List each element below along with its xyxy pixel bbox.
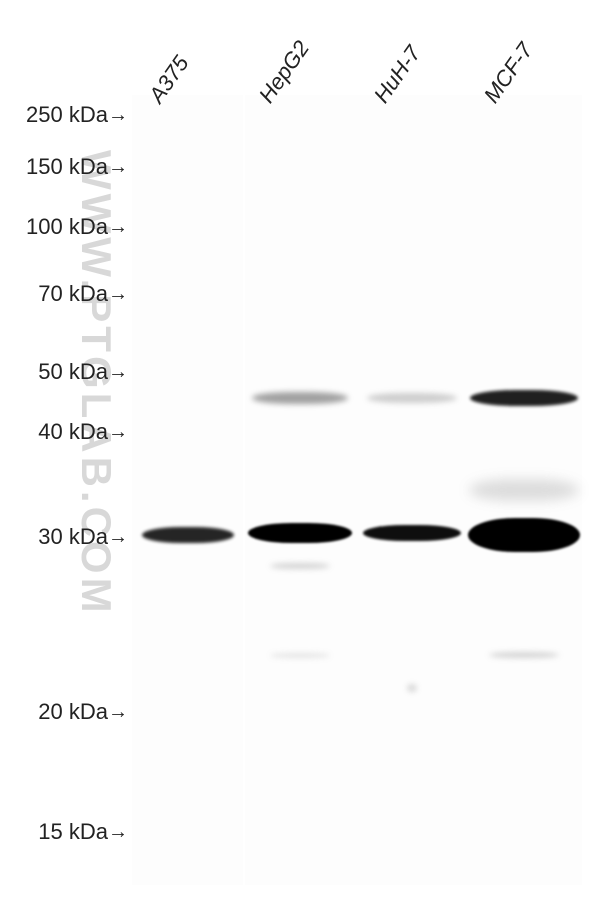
blot-band [252, 392, 348, 404]
mw-marker-label: 20 kDa→ [38, 699, 128, 725]
blot-band [470, 390, 578, 406]
blot-band [489, 652, 559, 658]
mw-marker-label: 70 kDa→ [38, 281, 128, 307]
mw-marker-label: 40 kDa→ [38, 419, 128, 445]
lane-divider [243, 95, 245, 885]
blot-band [407, 684, 417, 692]
blot-band [142, 527, 234, 543]
mw-marker-label: 150 kDa→ [26, 154, 128, 180]
blot-band [248, 523, 352, 543]
mw-marker-label: 250 kDa→ [26, 102, 128, 128]
mw-marker-label: 30 kDa→ [38, 524, 128, 550]
blot-band [270, 653, 330, 658]
blot-band [468, 518, 580, 552]
blot-band [469, 479, 579, 501]
blot-band [363, 525, 461, 541]
mw-marker-label: 50 kDa→ [38, 359, 128, 385]
blot-band [367, 393, 457, 403]
blot-band [270, 563, 330, 569]
western-blot-figure: WWW.PTGLAB.COM A375HepG2HuH-7MCF-7 250 k… [0, 0, 600, 903]
mw-marker-label: 100 kDa→ [26, 214, 128, 240]
mw-marker-label: 15 kDa→ [38, 819, 128, 845]
